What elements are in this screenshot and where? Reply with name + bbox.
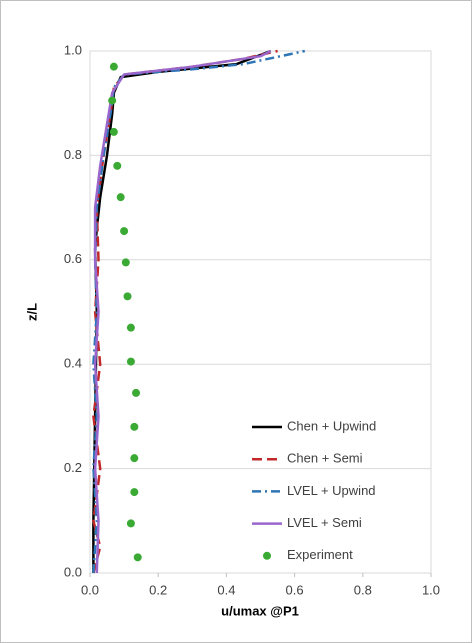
x-axis-title: u/umax @P1 (221, 603, 299, 618)
x-tick-label: 0.0 (81, 582, 99, 597)
x-tick-label: 0.2 (149, 582, 167, 597)
legend-marker (263, 551, 271, 560)
x-tick-label: 1.0 (422, 582, 440, 597)
data-point (132, 388, 141, 397)
data-point (116, 193, 125, 202)
data-point (126, 519, 135, 528)
y-tick-label: 0.2 (64, 460, 82, 475)
y-axis-title: z/L (24, 303, 39, 321)
data-point (126, 357, 135, 366)
x-tick-label: 0.6 (286, 582, 304, 597)
data-point (113, 161, 122, 170)
data-point (120, 227, 129, 236)
data-point (130, 488, 139, 497)
data-point (133, 553, 142, 562)
data-point (130, 422, 139, 431)
y-tick-label: 0.6 (64, 251, 82, 266)
data-point (108, 96, 117, 105)
data-point (123, 292, 132, 301)
legend-label: LVEL + Upwind (287, 483, 376, 498)
y-tick-label: 0.8 (64, 147, 82, 162)
data-point (109, 62, 118, 71)
data-point (126, 323, 135, 332)
series-line (93, 49, 272, 574)
legend-label: LVEL + Semi (287, 515, 362, 530)
legend-label: Experiment (287, 547, 353, 562)
legend-label: Chen + Semi (287, 451, 363, 466)
x-tick-label: 0.4 (217, 582, 235, 597)
series-line (92, 49, 306, 574)
y-tick-label: 1.0 (64, 42, 82, 57)
y-tick-label: 0.4 (64, 356, 82, 371)
data-point (130, 454, 139, 463)
y-tick-label: 0.0 (64, 564, 82, 579)
x-tick-label: 0.8 (354, 582, 372, 597)
data-point (121, 258, 130, 267)
data-point (109, 127, 118, 136)
legend-label: Chen + Upwind (287, 418, 376, 433)
